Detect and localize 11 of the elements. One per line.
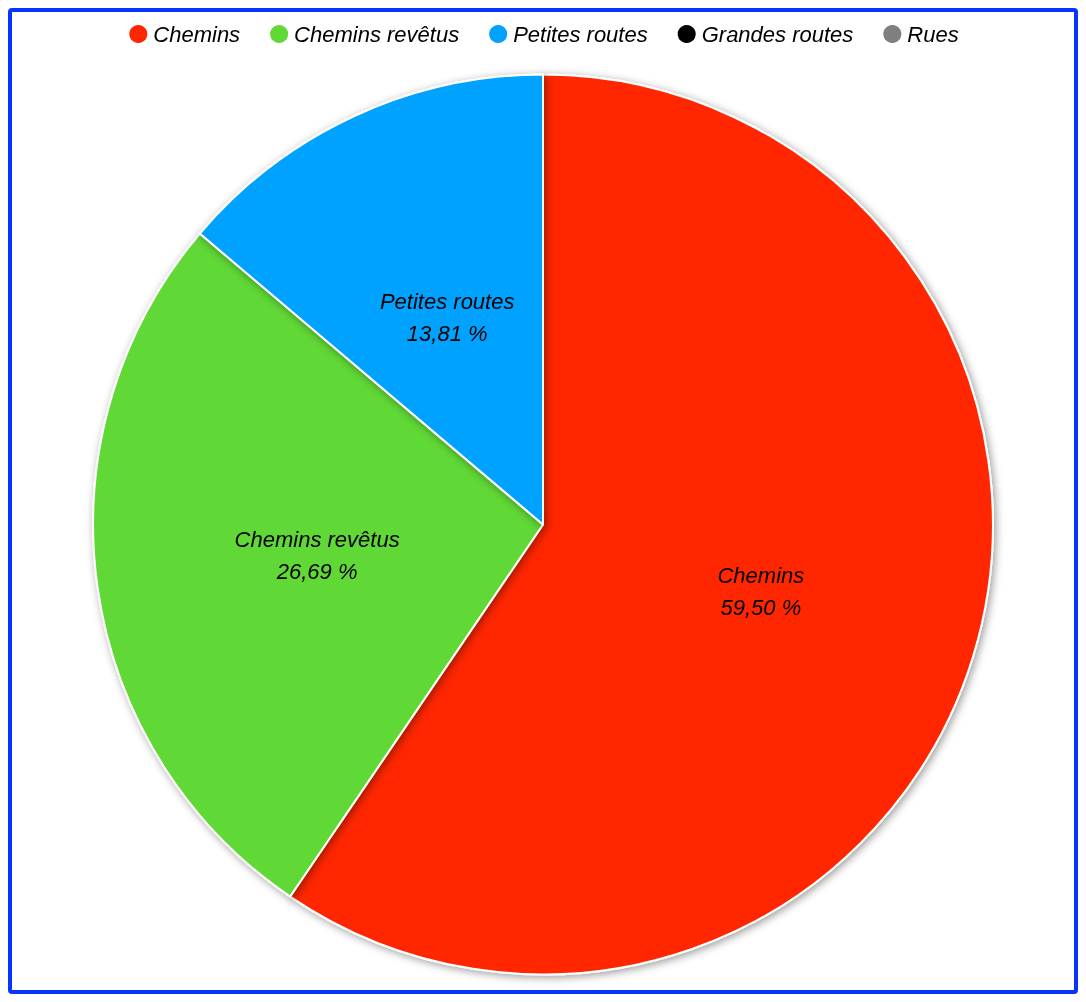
slice-label: Petites routes <box>379 289 515 315</box>
legend-label: Chemins revêtus <box>294 21 460 47</box>
legend-label: Chemins <box>153 21 241 47</box>
slice-label: Chemins revêtus <box>234 526 400 552</box>
data-label: 13,81 % <box>406 321 488 347</box>
legend-label: Grandes routes <box>701 21 854 47</box>
data-label: 59,50 % <box>720 595 802 620</box>
legend-label: Rues <box>907 21 959 47</box>
legend-label: Petites routes <box>513 21 648 47</box>
slice-label: Chemins <box>717 563 805 588</box>
data-label: 26,69 % <box>275 558 358 584</box>
